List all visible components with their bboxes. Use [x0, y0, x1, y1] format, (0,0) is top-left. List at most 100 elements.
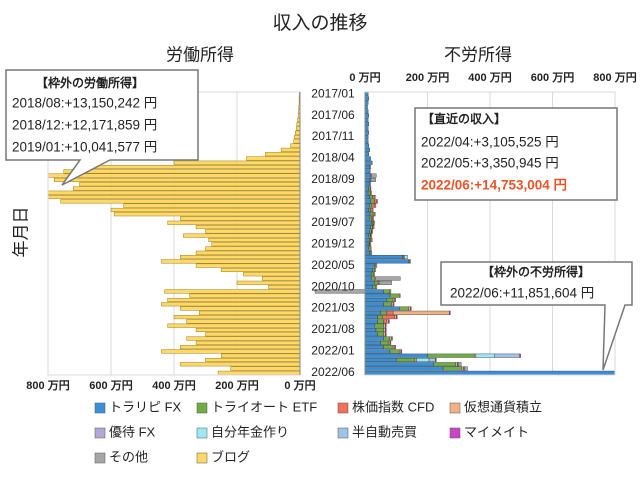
bar	[386, 297, 394, 302]
bar	[371, 276, 375, 281]
left-title: 労働所得	[166, 45, 234, 64]
left-plot	[48, 92, 300, 375]
bar	[383, 323, 386, 328]
bar	[372, 195, 375, 200]
legend-label: 優待 FX	[109, 424, 156, 439]
bar	[161, 349, 300, 354]
bar	[519, 353, 521, 358]
bar	[72, 186, 300, 191]
bar	[364, 272, 372, 277]
bar	[370, 186, 372, 191]
bar	[383, 332, 386, 337]
annotation-line: 2022/05:+3,350,945 円	[421, 156, 559, 171]
bar	[364, 362, 434, 367]
bar	[396, 357, 416, 362]
bar	[368, 207, 371, 212]
bar	[371, 220, 374, 225]
bar	[372, 285, 377, 290]
bar	[371, 237, 373, 242]
bar	[373, 272, 375, 277]
right-title: 不労所得	[444, 45, 512, 64]
bar	[370, 225, 373, 230]
y-axis-label: 年月日	[11, 207, 30, 258]
bar	[290, 143, 300, 148]
callout-box	[440, 261, 633, 371]
bar	[180, 306, 300, 311]
annotation-title: 【枠外の労働所得】	[36, 75, 144, 90]
bar	[364, 143, 369, 148]
x2-tick-label: 800 万円	[26, 379, 69, 392]
bar	[414, 357, 417, 362]
bar	[186, 336, 300, 341]
bar	[265, 152, 300, 157]
bar	[167, 220, 300, 225]
bar	[123, 203, 300, 208]
bar	[48, 173, 300, 178]
bar	[400, 349, 403, 354]
bar	[383, 327, 386, 332]
x2-tick-label: 400 万円	[152, 379, 195, 392]
y-tick-label: 2017/11	[312, 129, 355, 143]
bar	[369, 242, 372, 247]
bar	[364, 370, 615, 375]
annotation-right: 【枠外の不労所得】 2022/06:+11,851,604 円	[440, 261, 633, 371]
bar	[280, 147, 300, 152]
bar	[367, 190, 371, 195]
bar	[296, 122, 300, 127]
bar	[392, 345, 395, 350]
bar	[388, 340, 391, 345]
bar	[371, 160, 373, 165]
y-tick-label: 2022/06	[311, 365, 355, 379]
bar	[195, 340, 300, 345]
bar	[364, 177, 371, 182]
bar	[385, 327, 387, 332]
bar	[205, 246, 300, 251]
y-tick-label: 2017/06	[311, 108, 355, 122]
bar	[372, 225, 375, 230]
bar	[221, 353, 300, 358]
bar	[369, 195, 374, 200]
bar	[364, 259, 409, 264]
bar	[410, 306, 412, 311]
y-tick-label: 2018/09	[311, 172, 355, 186]
bar	[370, 207, 373, 212]
bar	[180, 255, 300, 260]
bar	[370, 246, 372, 251]
bar	[364, 233, 369, 238]
y-tick-label: 2021/03	[311, 301, 355, 315]
annotation-line: 2018/08:+13,150,242 円	[12, 96, 157, 111]
bar	[364, 203, 370, 208]
bar	[408, 306, 411, 311]
bar	[371, 229, 374, 234]
bar	[173, 315, 300, 320]
bar	[293, 139, 300, 144]
bar	[494, 353, 520, 358]
bar	[428, 357, 436, 362]
bar	[399, 306, 409, 311]
bar	[364, 96, 369, 101]
bar	[208, 237, 300, 242]
bar	[364, 182, 370, 187]
bar	[389, 336, 392, 341]
bar	[464, 366, 468, 371]
bar	[368, 246, 371, 251]
bar	[386, 319, 389, 324]
bar	[243, 272, 300, 277]
annotation-title: 【直近の収入】	[422, 111, 506, 126]
annotation-left: 【枠外の労働所得】 2018/08:+13,150,242 円 2018/12:…	[5, 69, 199, 186]
bar	[374, 323, 384, 328]
annotation-line: 2022/06:+11,851,604 円	[450, 286, 594, 301]
bar	[364, 152, 369, 157]
x-tick-label: 800 万円	[593, 71, 636, 84]
bar	[364, 229, 370, 234]
bar	[391, 336, 393, 341]
bar	[374, 267, 376, 272]
bar	[375, 263, 378, 268]
bar	[183, 233, 300, 238]
bar	[180, 216, 300, 221]
bar	[262, 276, 300, 281]
bar	[63, 169, 300, 174]
legend-label: その他	[109, 449, 148, 464]
bar	[364, 130, 369, 135]
